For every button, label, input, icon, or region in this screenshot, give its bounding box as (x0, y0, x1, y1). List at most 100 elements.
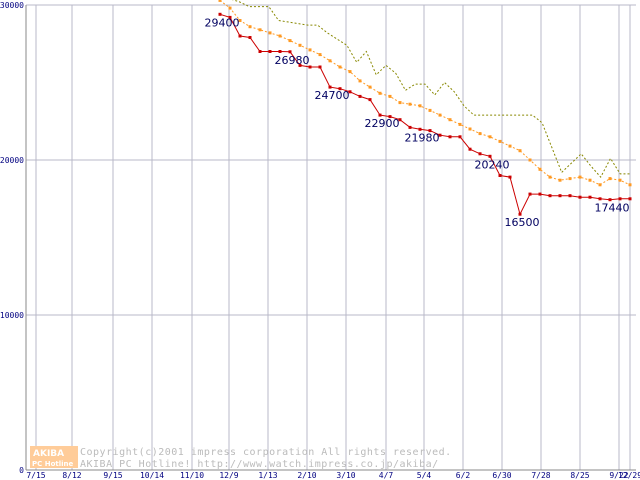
data-point-min (598, 197, 602, 201)
data-point-average (588, 178, 592, 182)
data-point-average (398, 101, 402, 105)
x-tick-label: 9/22 (609, 471, 628, 480)
x-tick-label: 11/10 (180, 471, 204, 480)
data-point-min (398, 118, 402, 122)
data-point-min (258, 50, 262, 53)
copyright-watermark: AKIBA PC Hotline Copyright(c)2001 impres… (30, 446, 451, 470)
data-point-average (328, 59, 332, 63)
y-tick-label: 10000 (0, 311, 24, 320)
data-point-average (438, 113, 442, 117)
data-point-average (618, 178, 622, 182)
x-tick-label: 3/10 (336, 471, 355, 480)
grid (26, 4, 636, 471)
data-point-min (568, 194, 572, 198)
x-tick-label: 5/4 (417, 471, 432, 480)
series-line-average (219, 0, 631, 186)
data-point-min (338, 87, 342, 91)
data-point-average (628, 183, 632, 187)
data-point-min (218, 12, 222, 16)
data-label: 26980 (275, 54, 310, 67)
data-point-average (368, 85, 372, 89)
data-point-average (248, 25, 252, 29)
data-point-min (228, 15, 232, 19)
data-point-average (458, 122, 462, 126)
data-point-min (298, 63, 302, 67)
data-point-min (318, 65, 322, 69)
data-point-min (378, 113, 382, 117)
data-point-min (518, 212, 522, 216)
data-label: 21980 (405, 131, 440, 144)
data-point-average (518, 149, 522, 153)
data-point-average (278, 34, 282, 38)
data-point-average (228, 6, 232, 10)
data-point-min (348, 90, 352, 94)
data-point-min (268, 50, 272, 53)
data-point-average (408, 102, 412, 106)
x-tick-label: 1/13 (258, 471, 277, 480)
data-point-min (478, 152, 482, 156)
data-point-average (468, 127, 472, 131)
data-point-average (338, 65, 342, 69)
x-tick-label: 8/12 (62, 471, 81, 480)
data-point-min (368, 98, 372, 102)
data-point-min (538, 192, 542, 196)
series-line-min (219, 13, 630, 216)
x-tick-label: 10/14 (140, 471, 164, 480)
data-point-average (528, 158, 532, 162)
data-label: 29400 (205, 16, 240, 29)
data-point-min (628, 197, 632, 201)
data-point-average (548, 175, 552, 179)
data-label: 24700 (315, 89, 350, 102)
data-point-min (408, 125, 412, 129)
data-point-min (548, 194, 552, 198)
x-tick-label: 7/15 (26, 471, 45, 480)
data-point-min (618, 197, 622, 201)
data-point-average (448, 118, 452, 122)
data-label: 20240 (475, 158, 510, 171)
data-point-min (588, 195, 592, 199)
data-point-min (468, 147, 472, 151)
logo-background (30, 446, 78, 468)
data-point-average (348, 70, 352, 74)
x-tick-label: 6/2 (456, 471, 471, 480)
data-point-average (608, 177, 612, 181)
logo-pc-hotline: PC Hotline (32, 460, 74, 468)
data-point-min (578, 195, 582, 199)
data-point-min (418, 127, 422, 131)
data-point-min (508, 175, 512, 179)
data-point-average (238, 19, 242, 22)
data-point-min (498, 174, 502, 177)
data-point-min (308, 65, 312, 69)
data-point-average (378, 91, 382, 95)
logo-akiba: AKIBA (33, 449, 64, 459)
x-tick-label: 12/29 (618, 471, 640, 480)
data-point-average (388, 94, 392, 98)
data-label: 17440 (595, 202, 630, 215)
data-point-average (488, 135, 492, 139)
data-point-min (388, 115, 392, 119)
data-point-average (478, 132, 482, 136)
data-point-min (448, 135, 452, 139)
data-label: 22900 (365, 117, 400, 130)
x-tick-label: 6/30 (492, 471, 511, 480)
data-point-average (598, 183, 602, 187)
data-point-average (268, 31, 272, 35)
data-point-average (258, 28, 262, 32)
data-point-min (608, 198, 612, 202)
data-point-average (558, 178, 562, 182)
y-tick-label: 20000 (0, 156, 24, 165)
data-point-min (248, 36, 252, 39)
y-tick-label: 30000 (0, 1, 24, 10)
data-point-min (288, 50, 292, 54)
data-point-min (438, 133, 442, 137)
data-point-min (358, 94, 362, 98)
data-point-min (488, 154, 492, 158)
data-point-average (508, 144, 512, 148)
data-point-average (318, 53, 322, 57)
data-point-min (558, 194, 562, 198)
data-point-average (498, 139, 502, 143)
data-point-average (288, 39, 292, 43)
data-point-min (328, 85, 332, 89)
